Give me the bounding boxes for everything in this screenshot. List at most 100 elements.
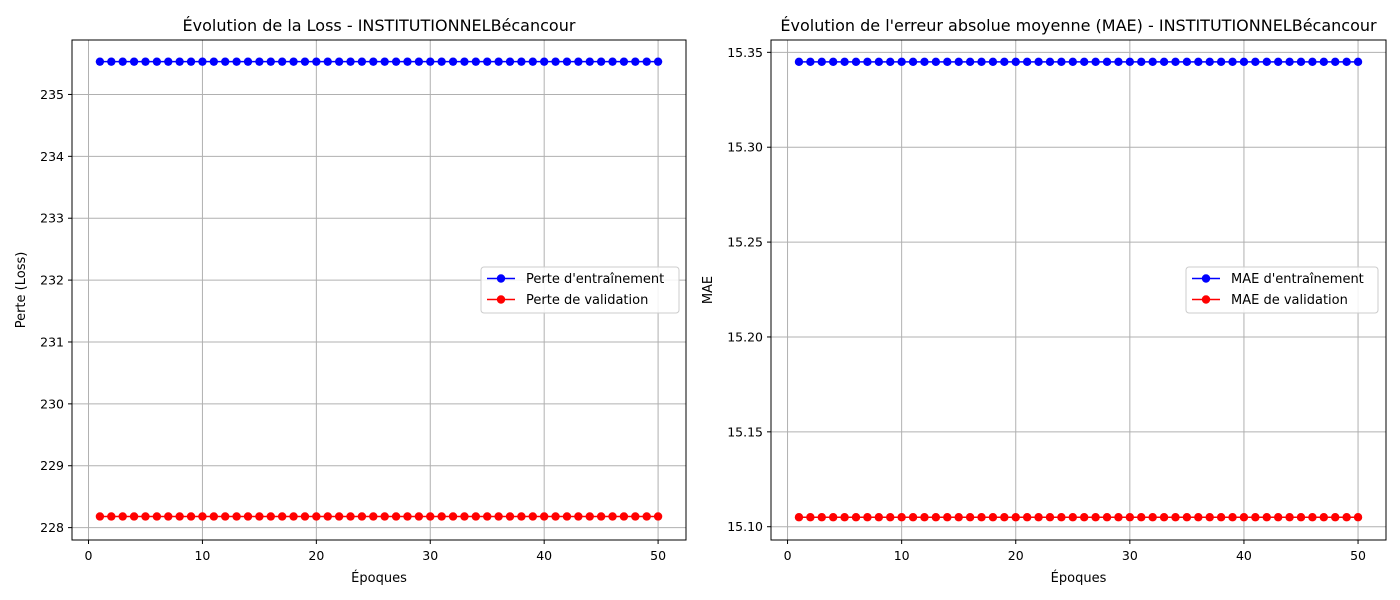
data-point <box>619 57 629 66</box>
data-point <box>551 512 560 521</box>
data-point <box>1114 57 1123 67</box>
data-point <box>851 513 861 522</box>
data-point <box>539 512 549 521</box>
data-point <box>232 512 241 521</box>
chart-panel-2: 0 10 20 30 40 50 15.10 15.15 15.20 15.25 15.30 15.3… <box>701 16 1387 586</box>
data-point <box>1239 513 1249 522</box>
data-point <box>1331 513 1340 522</box>
x-tick-label: 50 <box>650 548 666 563</box>
data-point <box>931 513 941 522</box>
data-point <box>437 512 446 521</box>
data-point <box>874 57 884 67</box>
data-point <box>1296 57 1306 67</box>
y-tick-label: 15.30 <box>727 140 763 155</box>
data-point <box>323 57 332 66</box>
data-point <box>886 513 895 522</box>
data-point <box>448 57 458 66</box>
data-point <box>1125 57 1135 67</box>
data-point <box>1251 57 1260 67</box>
data-point <box>152 512 162 521</box>
data-point <box>437 57 446 66</box>
x-axis-label: Époques <box>1051 570 1107 586</box>
data-point <box>653 512 663 521</box>
data-point <box>289 512 298 521</box>
data-point <box>494 512 503 521</box>
data-point <box>1296 513 1306 522</box>
y-tick-label: 231 <box>40 334 64 349</box>
data-point <box>931 57 941 67</box>
data-point <box>863 513 872 522</box>
data-point <box>209 512 219 521</box>
data-point <box>300 57 310 66</box>
legend: MAE d'entraînement MAE de validation <box>1185 266 1379 314</box>
data-point <box>943 57 952 67</box>
legend-box <box>480 266 680 314</box>
data-point <box>1285 513 1294 522</box>
data-point <box>243 512 253 521</box>
data-point <box>95 512 105 521</box>
data-point <box>152 57 162 66</box>
data-point <box>1319 513 1329 522</box>
data-point <box>1251 513 1260 522</box>
data-point <box>505 512 515 521</box>
data-point <box>186 57 196 66</box>
data-point <box>1285 57 1294 67</box>
data-point <box>920 57 929 67</box>
data-point <box>908 57 918 67</box>
data-point <box>794 57 804 67</box>
data-point <box>1011 513 1020 522</box>
data-point <box>874 513 884 522</box>
data-point <box>1342 57 1351 67</box>
data-point <box>608 512 617 521</box>
y-tick-label: 235 <box>40 87 64 102</box>
data-point <box>380 512 389 521</box>
plot-frame <box>71 39 687 541</box>
data-point <box>164 57 173 66</box>
x-tick-label: 0 <box>85 548 93 563</box>
data-point <box>346 57 355 66</box>
data-point <box>794 513 804 522</box>
data-point <box>1068 57 1077 67</box>
data-point <box>619 512 629 521</box>
x-tick-label: 50 <box>1350 548 1366 563</box>
data-point <box>141 57 150 66</box>
data-point <box>1057 513 1066 522</box>
data-point <box>1262 513 1271 522</box>
data-point <box>471 57 481 66</box>
data-point <box>277 57 287 66</box>
data-point <box>129 512 139 521</box>
data-point <box>1137 513 1146 522</box>
data-point <box>426 57 435 66</box>
legend-label: MAE de validation <box>1231 293 1348 308</box>
data-point <box>255 512 264 521</box>
x-tick-label: 30 <box>422 548 438 563</box>
x-tick-label: 0 <box>784 548 792 563</box>
data-point <box>1034 57 1043 67</box>
data-point <box>585 512 594 521</box>
data-point <box>471 512 481 521</box>
data-point <box>562 512 572 521</box>
data-point <box>1000 513 1009 522</box>
data-point <box>209 57 219 66</box>
data-point <box>1353 57 1363 67</box>
data-point <box>426 512 435 521</box>
data-point <box>1091 513 1100 522</box>
data-point <box>1205 513 1214 522</box>
y-tick-label: 15.10 <box>727 519 763 534</box>
data-point <box>1228 513 1237 522</box>
chart-panel-1: 0 10 20 30 40 50 228 229 230 231 232 233 234 235 Évolu… <box>14 16 687 586</box>
data-point <box>642 512 651 521</box>
data-point <box>505 57 515 66</box>
data-point <box>596 512 606 521</box>
data-point <box>300 512 310 521</box>
data-point <box>334 512 344 521</box>
data-point <box>1228 57 1237 67</box>
y-tick-label: 228 <box>40 520 64 535</box>
data-point <box>494 57 503 66</box>
legend-box <box>1185 266 1379 314</box>
data-point <box>1331 57 1340 67</box>
data-point <box>631 512 640 521</box>
x-tick-label: 10 <box>194 548 210 563</box>
data-point <box>1182 57 1192 67</box>
data-point <box>988 57 998 67</box>
